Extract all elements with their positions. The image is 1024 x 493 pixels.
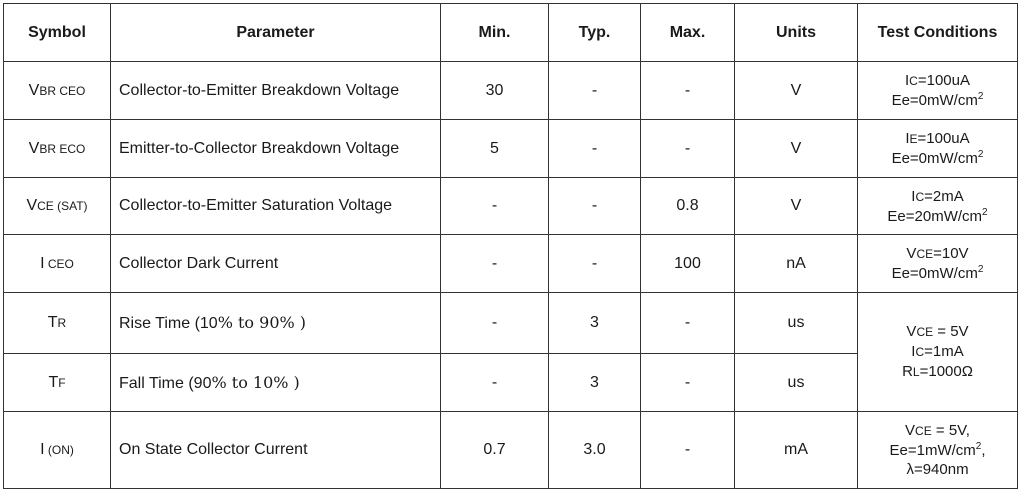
header-typ: Typ. xyxy=(548,3,641,62)
units-cell: mA xyxy=(734,411,858,489)
max-cell: - xyxy=(640,292,735,354)
typ-cell: - xyxy=(548,119,641,178)
typ-cell: - xyxy=(548,234,641,293)
typ-cell: - xyxy=(548,61,641,120)
min-cell: 0.7 xyxy=(440,411,549,489)
parameter-cell: Fall Time (90% to 10% ) xyxy=(110,353,441,412)
min-cell: - xyxy=(440,234,549,293)
shared-test-condition-cell: VCE = 5V IC=1mA RL=1000Ω xyxy=(857,292,1018,412)
symbol-cell: VBR CEO xyxy=(3,61,111,120)
min-cell: - xyxy=(440,177,549,235)
symbol-cell: TR xyxy=(3,292,111,354)
max-cell: - xyxy=(640,411,735,489)
typ-cell: - xyxy=(548,177,641,235)
symbol-cell: TF xyxy=(3,353,111,412)
header-parameter: Parameter xyxy=(110,3,441,62)
min-cell: 30 xyxy=(440,61,549,120)
typ-cell: 3 xyxy=(548,292,641,354)
test-condition-cell: VCE = 5V, Ee=1mW/cm2, λ=940nm xyxy=(857,411,1018,489)
header-max: Max. xyxy=(640,3,735,62)
symbol-cell: I (ON) xyxy=(3,411,111,489)
header-test-conditions: Test Conditions xyxy=(857,3,1018,62)
symbol-cell: VCE (SAT) xyxy=(3,177,111,235)
min-cell: - xyxy=(440,353,549,412)
test-condition-cell: IC=2mA Ee=20mW/cm2 xyxy=(857,177,1018,235)
specifications-table: Symbol Parameter Min. Typ. Max. Units Te… xyxy=(3,3,1018,489)
symbol-cell: I CEO xyxy=(3,234,111,293)
units-cell: nA xyxy=(734,234,858,293)
typ-cell: 3.0 xyxy=(548,411,641,489)
max-cell: - xyxy=(640,353,735,412)
table-row: VBR CEO Collector-to-Emitter Breakdown V… xyxy=(3,61,1018,120)
table-row: I (ON) On State Collector Current 0.7 3.… xyxy=(3,411,1018,489)
test-condition-cell: IC=100uA Ee=0mW/cm2 xyxy=(857,61,1018,120)
header-min: Min. xyxy=(440,3,549,62)
min-cell: 5 xyxy=(440,119,549,178)
max-cell: - xyxy=(640,119,735,178)
parameter-cell: On State Collector Current xyxy=(110,411,441,489)
parameter-cell: Emitter-to-Collector Breakdown Voltage xyxy=(110,119,441,178)
test-condition-cell: IE=100uA Ee=0mW/cm2 xyxy=(857,119,1018,178)
units-cell: us xyxy=(734,353,858,412)
max-cell: - xyxy=(640,61,735,120)
max-cell: 0.8 xyxy=(640,177,735,235)
header-row: Symbol Parameter Min. Typ. Max. Units Te… xyxy=(3,3,1018,62)
parameter-cell: Collector-to-Emitter Saturation Voltage xyxy=(110,177,441,235)
units-cell: V xyxy=(734,119,858,178)
units-cell: V xyxy=(734,61,858,120)
parameter-cell: Collector Dark Current xyxy=(110,234,441,293)
header-symbol: Symbol xyxy=(3,3,111,62)
parameter-cell: Collector-to-Emitter Breakdown Voltage xyxy=(110,61,441,120)
table-row: TR Rise Time (10% to 90% ) - 3 - us VCE … xyxy=(3,292,1018,412)
units-cell: V xyxy=(734,177,858,235)
table-row: I CEO Collector Dark Current - - 100 nA … xyxy=(3,234,1018,293)
max-cell: 100 xyxy=(640,234,735,293)
symbol-cell: VBR ECO xyxy=(3,119,111,178)
units-cell: us xyxy=(734,292,858,354)
min-cell: - xyxy=(440,292,549,354)
parameter-cell: Rise Time (10% to 90% ) xyxy=(110,292,441,354)
table-row: VCE (SAT) Collector-to-Emitter Saturatio… xyxy=(3,177,1018,235)
header-units: Units xyxy=(734,3,858,62)
typ-cell: 3 xyxy=(548,353,641,412)
table-row: VBR ECO Emitter-to-Collector Breakdown V… xyxy=(3,119,1018,178)
test-condition-cell: VCE=10V Ee=0mW/cm2 xyxy=(857,234,1018,293)
table-row: TF Fall Time (90% to 10% ) - 3 - us xyxy=(3,353,1018,412)
